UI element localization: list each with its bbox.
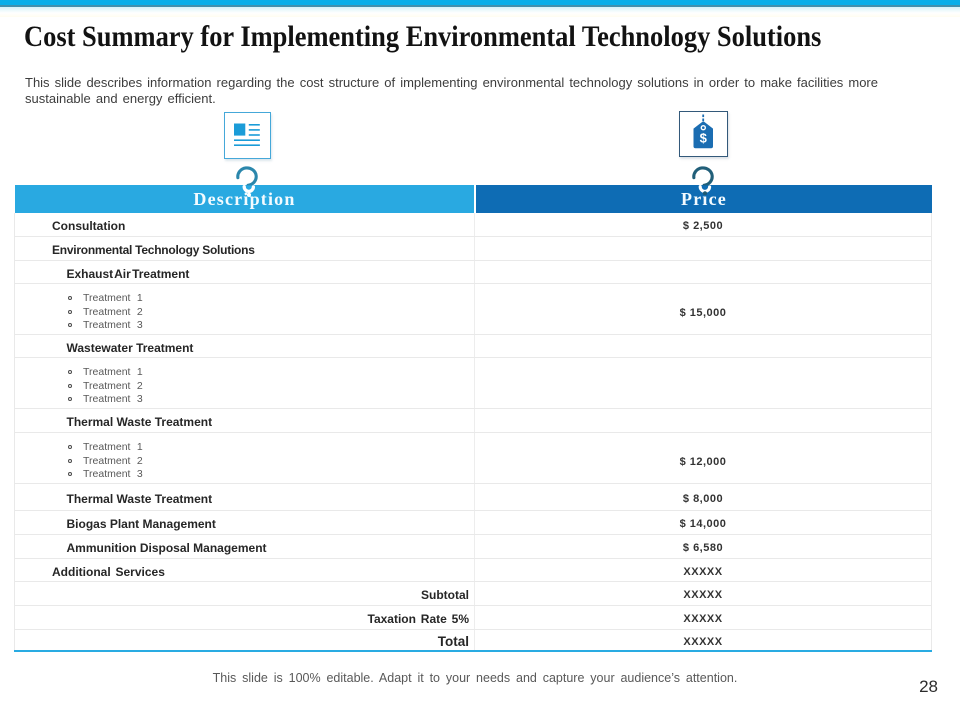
svg-text:$: $ (700, 131, 708, 146)
